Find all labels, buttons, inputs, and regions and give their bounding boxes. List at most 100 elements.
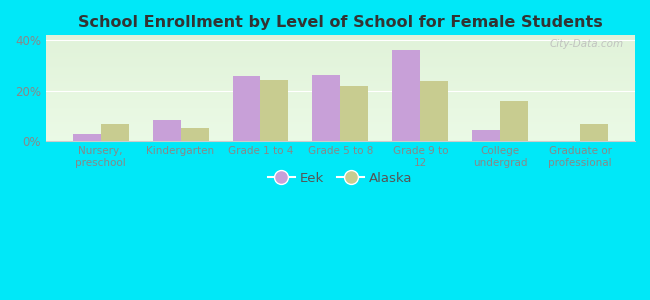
Bar xyxy=(46,87,635,88)
Bar xyxy=(46,104,635,105)
Bar xyxy=(313,74,341,142)
Bar xyxy=(46,35,635,36)
Bar xyxy=(46,106,635,107)
Bar xyxy=(46,59,635,60)
Bar xyxy=(46,42,635,43)
Bar xyxy=(46,53,635,54)
Bar xyxy=(46,101,635,102)
Bar xyxy=(46,54,635,55)
Bar xyxy=(46,71,635,72)
Bar xyxy=(46,64,635,65)
Bar xyxy=(46,121,635,122)
Bar xyxy=(46,133,635,134)
Bar xyxy=(46,136,635,137)
Bar xyxy=(46,37,635,38)
Bar xyxy=(46,122,635,123)
Bar xyxy=(46,118,635,119)
Bar xyxy=(46,57,635,58)
Bar xyxy=(46,123,635,124)
Bar xyxy=(46,79,635,80)
Bar xyxy=(46,131,635,132)
Bar xyxy=(46,138,635,139)
Bar xyxy=(46,112,635,113)
Bar xyxy=(46,49,635,50)
Bar xyxy=(46,89,635,90)
Bar xyxy=(46,95,635,96)
Bar xyxy=(46,60,635,61)
Bar xyxy=(46,83,635,84)
Bar xyxy=(46,124,635,125)
Title: School Enrollment by Level of School for Female Students: School Enrollment by Level of School for… xyxy=(78,15,603,30)
Bar xyxy=(46,46,635,47)
Bar xyxy=(46,98,635,99)
Bar xyxy=(46,126,635,127)
Bar xyxy=(46,114,635,115)
Bar xyxy=(421,81,448,142)
Bar xyxy=(46,110,635,111)
Bar xyxy=(46,47,635,48)
Bar xyxy=(153,120,181,142)
Bar xyxy=(46,41,635,42)
Bar xyxy=(46,86,635,87)
Bar xyxy=(46,82,635,83)
Bar xyxy=(46,66,635,67)
Bar xyxy=(46,52,635,53)
Bar xyxy=(580,124,608,142)
Legend: Eek, Alaska: Eek, Alaska xyxy=(263,167,418,190)
Bar xyxy=(46,77,635,78)
Bar xyxy=(46,36,635,37)
Bar xyxy=(46,111,635,112)
Bar xyxy=(46,102,635,103)
Bar xyxy=(46,65,635,66)
Bar xyxy=(181,128,209,142)
Bar xyxy=(46,97,635,98)
Bar xyxy=(46,48,635,49)
Bar xyxy=(46,94,635,95)
Bar xyxy=(46,119,635,120)
Bar xyxy=(46,107,635,108)
Bar xyxy=(46,76,635,77)
Bar xyxy=(46,100,635,101)
Bar xyxy=(46,141,635,142)
Bar xyxy=(46,92,635,93)
Bar xyxy=(46,135,635,136)
Bar xyxy=(261,80,289,142)
Bar xyxy=(46,63,635,64)
Bar xyxy=(46,40,635,41)
Bar xyxy=(101,124,129,142)
Bar xyxy=(46,115,635,116)
Bar xyxy=(46,93,635,94)
Bar xyxy=(46,128,635,129)
Bar xyxy=(46,139,635,140)
Bar xyxy=(46,105,635,106)
Text: City-Data.com: City-Data.com xyxy=(549,38,623,49)
Bar xyxy=(46,120,635,121)
Bar xyxy=(233,76,261,142)
Bar xyxy=(46,108,635,109)
Bar xyxy=(46,129,635,130)
Bar xyxy=(46,39,635,40)
Bar xyxy=(46,137,635,138)
Bar xyxy=(46,75,635,76)
Bar xyxy=(46,38,635,39)
Bar xyxy=(46,72,635,73)
Bar xyxy=(46,70,635,71)
Bar xyxy=(46,130,635,131)
Bar xyxy=(46,88,635,89)
Bar xyxy=(46,81,635,82)
Bar xyxy=(46,74,635,75)
Bar xyxy=(73,134,101,142)
Bar xyxy=(46,69,635,70)
Bar xyxy=(46,117,635,118)
Bar xyxy=(46,67,635,68)
Bar xyxy=(473,130,501,142)
Bar xyxy=(46,103,635,104)
Bar xyxy=(341,86,369,142)
Bar xyxy=(46,62,635,63)
Bar xyxy=(46,61,635,62)
Bar xyxy=(46,113,635,114)
Bar xyxy=(46,68,635,69)
Bar xyxy=(46,56,635,57)
Bar xyxy=(46,44,635,45)
Bar xyxy=(46,80,635,81)
